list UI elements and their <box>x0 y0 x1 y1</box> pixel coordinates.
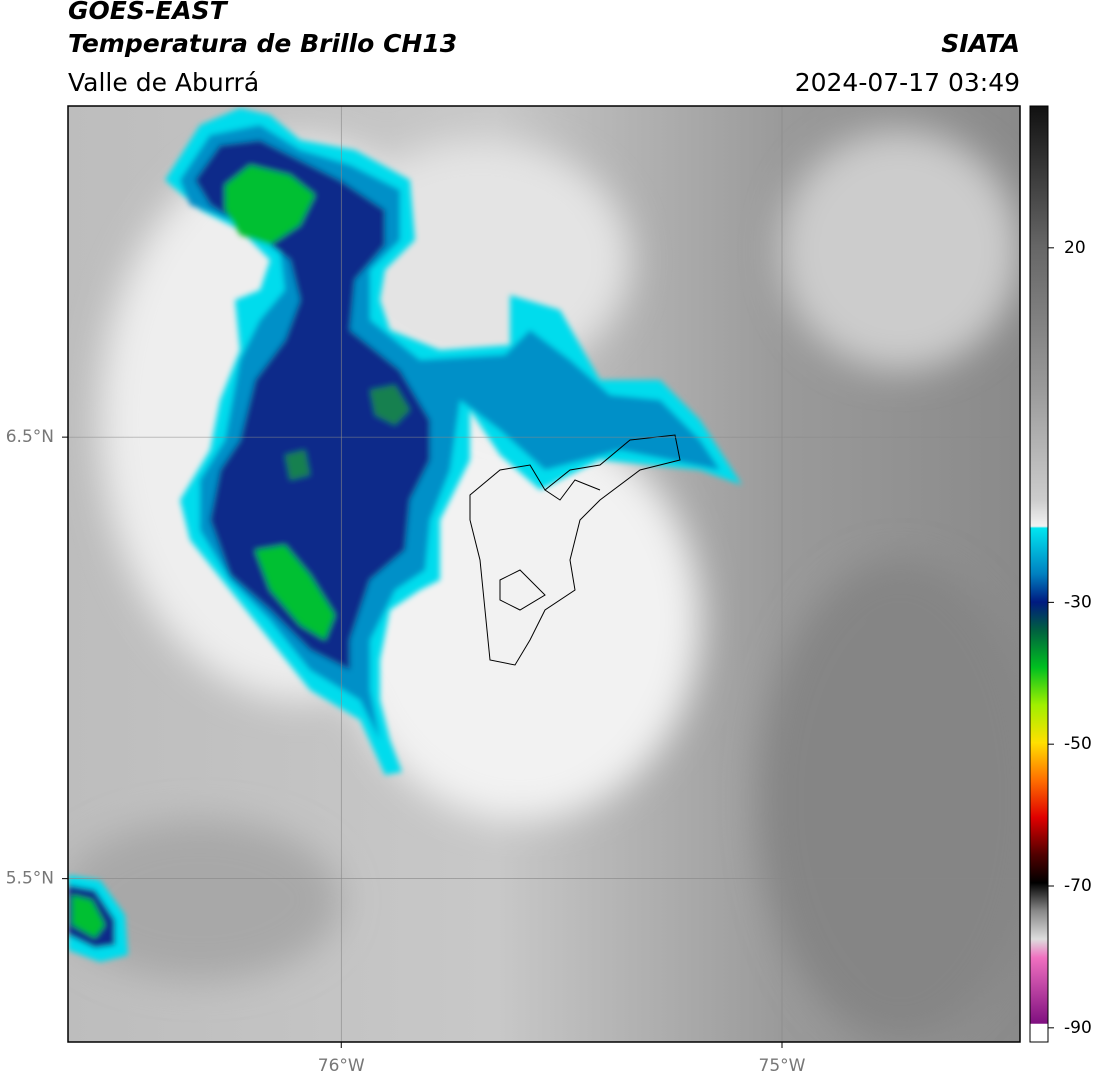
source: SIATA <box>941 29 1020 58</box>
map-frame <box>67 105 1021 1043</box>
subtitle: Temperatura de Brillo CH13 <box>68 29 457 58</box>
colorbar-tick-label: -30 <box>1064 592 1092 612</box>
title: GOES-EAST <box>68 0 229 25</box>
colorbar-tick-label: -70 <box>1064 876 1092 896</box>
colorbar-tick-label: 20 <box>1064 238 1086 258</box>
y-tick-label: 5.5°N <box>6 869 54 889</box>
colorbar-tick-label: -90 <box>1064 1018 1092 1038</box>
timestamp: 2024-07-17 03:49 <box>795 68 1020 97</box>
colorbar-tick-label: -50 <box>1064 734 1092 754</box>
region: Valle de Aburrá <box>68 68 259 97</box>
colorbar <box>1029 105 1049 1043</box>
y-tick-label: 6.5°N <box>6 427 54 447</box>
graticule <box>68 106 1020 1042</box>
x-tick-label: 75°W <box>759 1056 806 1076</box>
x-tick-label: 76°W <box>318 1056 365 1076</box>
satellite-image <box>68 106 1020 1042</box>
